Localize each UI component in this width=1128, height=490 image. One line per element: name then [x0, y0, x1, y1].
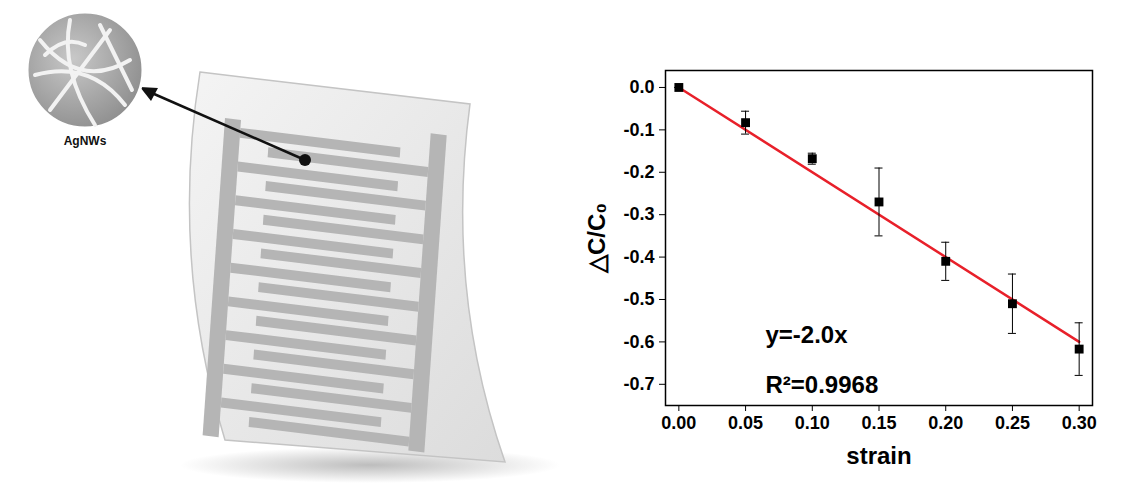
svg-text:0.00: 0.00 [661, 413, 696, 433]
svg-text:0.25: 0.25 [995, 413, 1030, 433]
svg-text:0.0: 0.0 [629, 77, 654, 97]
svg-text:strain: strain [846, 442, 911, 469]
svg-text:y=-2.0x: y=-2.0x [766, 321, 849, 348]
svg-text:-0.5: -0.5 [623, 289, 654, 309]
svg-text:-0.4: -0.4 [623, 247, 654, 267]
svg-text:-0.6: -0.6 [623, 332, 654, 352]
svg-text:△C/C₀: △C/C₀ [583, 203, 610, 274]
svg-text:-0.2: -0.2 [623, 162, 654, 182]
svg-text:-0.1: -0.1 [623, 120, 654, 140]
svg-text:0.10: 0.10 [795, 413, 830, 433]
svg-text:0.15: 0.15 [861, 413, 896, 433]
svg-text:-0.7: -0.7 [623, 374, 654, 394]
svg-text:0.05: 0.05 [728, 413, 763, 433]
svg-text:AgNWs: AgNWs [64, 134, 107, 148]
svg-text:0.20: 0.20 [928, 413, 963, 433]
svg-text:0.30: 0.30 [1062, 413, 1097, 433]
svg-text:-0.3: -0.3 [623, 204, 654, 224]
svg-text:R²=0.9968: R²=0.9968 [766, 371, 879, 398]
